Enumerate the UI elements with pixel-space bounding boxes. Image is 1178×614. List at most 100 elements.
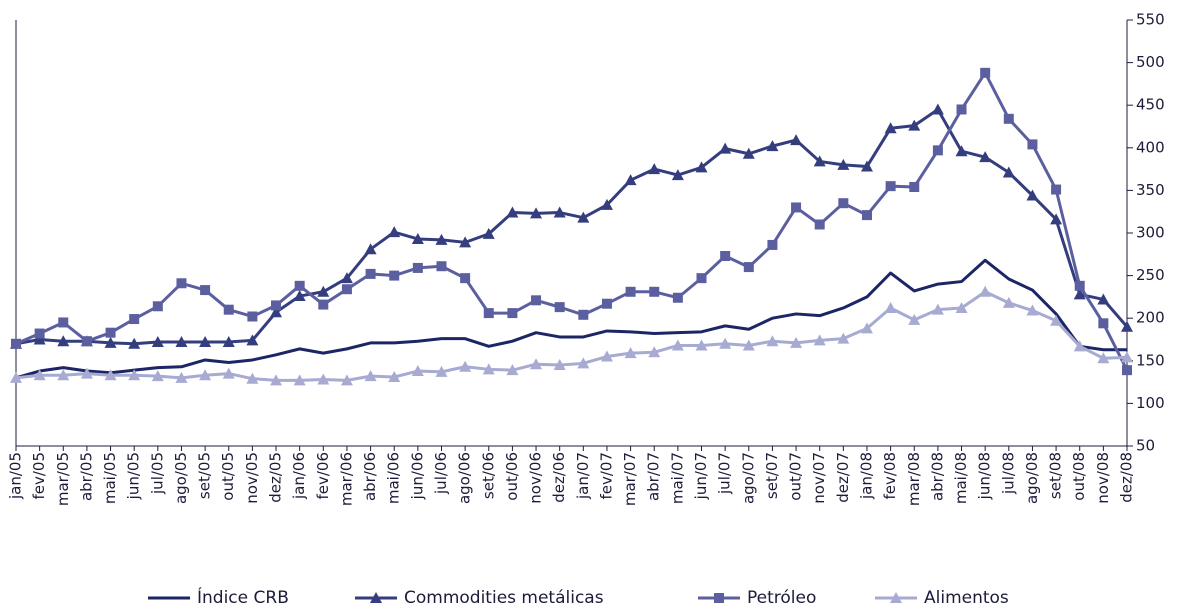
marker bbox=[1051, 184, 1062, 195]
marker bbox=[411, 232, 424, 244]
x-tick-label: set/07 bbox=[763, 452, 781, 499]
marker bbox=[506, 206, 519, 218]
marker bbox=[890, 592, 902, 603]
x-tick-label: jul/07 bbox=[716, 452, 734, 495]
marker bbox=[293, 374, 306, 386]
marker bbox=[412, 262, 423, 273]
marker bbox=[152, 301, 163, 312]
marker bbox=[531, 295, 542, 306]
marker bbox=[695, 339, 708, 351]
x-tick-label: mai/06 bbox=[385, 452, 403, 504]
marker bbox=[293, 290, 306, 302]
marker bbox=[1073, 288, 1086, 300]
marker bbox=[791, 202, 802, 213]
marker bbox=[294, 280, 305, 291]
marker bbox=[955, 301, 968, 313]
marker bbox=[909, 181, 920, 192]
marker bbox=[246, 372, 259, 384]
marker bbox=[837, 158, 850, 170]
marker bbox=[696, 273, 707, 284]
marker bbox=[270, 306, 283, 318]
marker bbox=[411, 365, 424, 377]
marker bbox=[389, 270, 400, 281]
x-tick-label: abr/08 bbox=[928, 452, 946, 501]
marker bbox=[247, 311, 258, 322]
x-tick-label: nov/07 bbox=[810, 452, 828, 504]
marker bbox=[1002, 166, 1015, 178]
series-line bbox=[15, 71, 1129, 371]
marker bbox=[720, 251, 731, 262]
marker bbox=[955, 145, 968, 157]
x-tick-label: jan/07 bbox=[574, 452, 592, 500]
marker bbox=[1073, 340, 1086, 352]
x-tick-label: mar/07 bbox=[621, 452, 639, 506]
x-tick-label: out/06 bbox=[503, 452, 521, 501]
x-tick-label: ago/08 bbox=[1023, 452, 1041, 504]
marker bbox=[813, 334, 826, 346]
marker bbox=[695, 161, 708, 173]
x-tick-label: ago/05 bbox=[172, 452, 190, 504]
marker bbox=[365, 268, 376, 279]
marker bbox=[483, 308, 494, 319]
x-tick-label: out/05 bbox=[219, 452, 237, 501]
x-tick-label: set/05 bbox=[196, 452, 214, 499]
marker bbox=[1026, 189, 1039, 201]
x-tick-label: fev/07 bbox=[597, 452, 615, 500]
marker bbox=[507, 308, 518, 319]
marker bbox=[908, 313, 921, 325]
marker bbox=[1121, 351, 1133, 363]
marker bbox=[459, 236, 472, 248]
x-tick-label: mai/07 bbox=[668, 452, 686, 504]
marker bbox=[57, 369, 70, 381]
x-tick-label: ago/06 bbox=[456, 452, 474, 504]
marker bbox=[34, 328, 45, 339]
marker bbox=[767, 239, 778, 250]
y-tick-label: 350 bbox=[1136, 181, 1165, 199]
marker bbox=[979, 151, 992, 163]
marker bbox=[318, 299, 329, 310]
marker bbox=[931, 103, 944, 115]
marker bbox=[222, 367, 235, 379]
x-tick-label: dez/07 bbox=[834, 452, 852, 503]
marker bbox=[128, 337, 141, 349]
marker bbox=[57, 335, 70, 347]
y-tick-label: 50 bbox=[1136, 437, 1155, 455]
x-tick-label: jan/08 bbox=[857, 452, 875, 500]
x-tick-label: jul/05 bbox=[148, 452, 166, 495]
marker bbox=[1002, 296, 1015, 308]
marker bbox=[129, 314, 140, 325]
marker bbox=[860, 160, 873, 172]
marker bbox=[648, 346, 661, 358]
marker bbox=[1098, 318, 1109, 329]
legend-label: Índice CRB bbox=[197, 586, 289, 608]
x-tick-label: jun/08 bbox=[976, 452, 994, 500]
marker bbox=[577, 357, 590, 369]
x-tick-label: fev/05 bbox=[30, 452, 48, 500]
x-tick-label: fev/08 bbox=[881, 452, 899, 500]
x-tick-label: nov/06 bbox=[527, 452, 545, 504]
marker bbox=[956, 104, 967, 115]
x-tick-label: set/08 bbox=[1047, 452, 1065, 499]
marker bbox=[649, 286, 660, 297]
x-tick-label: jun/06 bbox=[408, 452, 426, 500]
marker bbox=[33, 333, 46, 345]
marker bbox=[813, 155, 826, 167]
y-tick-label: 200 bbox=[1136, 309, 1165, 327]
marker bbox=[364, 370, 377, 382]
marker bbox=[1122, 365, 1132, 376]
x-tick-label: jun/05 bbox=[125, 452, 143, 500]
marker bbox=[1074, 280, 1085, 291]
legend-label: Petróleo bbox=[747, 588, 816, 608]
marker bbox=[340, 272, 353, 284]
marker bbox=[105, 327, 116, 338]
x-tick-label: abr/06 bbox=[361, 452, 379, 501]
marker bbox=[1027, 139, 1038, 150]
marker bbox=[223, 304, 234, 315]
marker bbox=[459, 360, 472, 372]
x-tick-label: dez/05 bbox=[267, 452, 285, 503]
marker bbox=[222, 336, 235, 348]
marker bbox=[861, 210, 872, 221]
marker bbox=[814, 219, 825, 230]
legend-label: Commodities metálicas bbox=[404, 588, 604, 608]
marker bbox=[80, 367, 93, 379]
